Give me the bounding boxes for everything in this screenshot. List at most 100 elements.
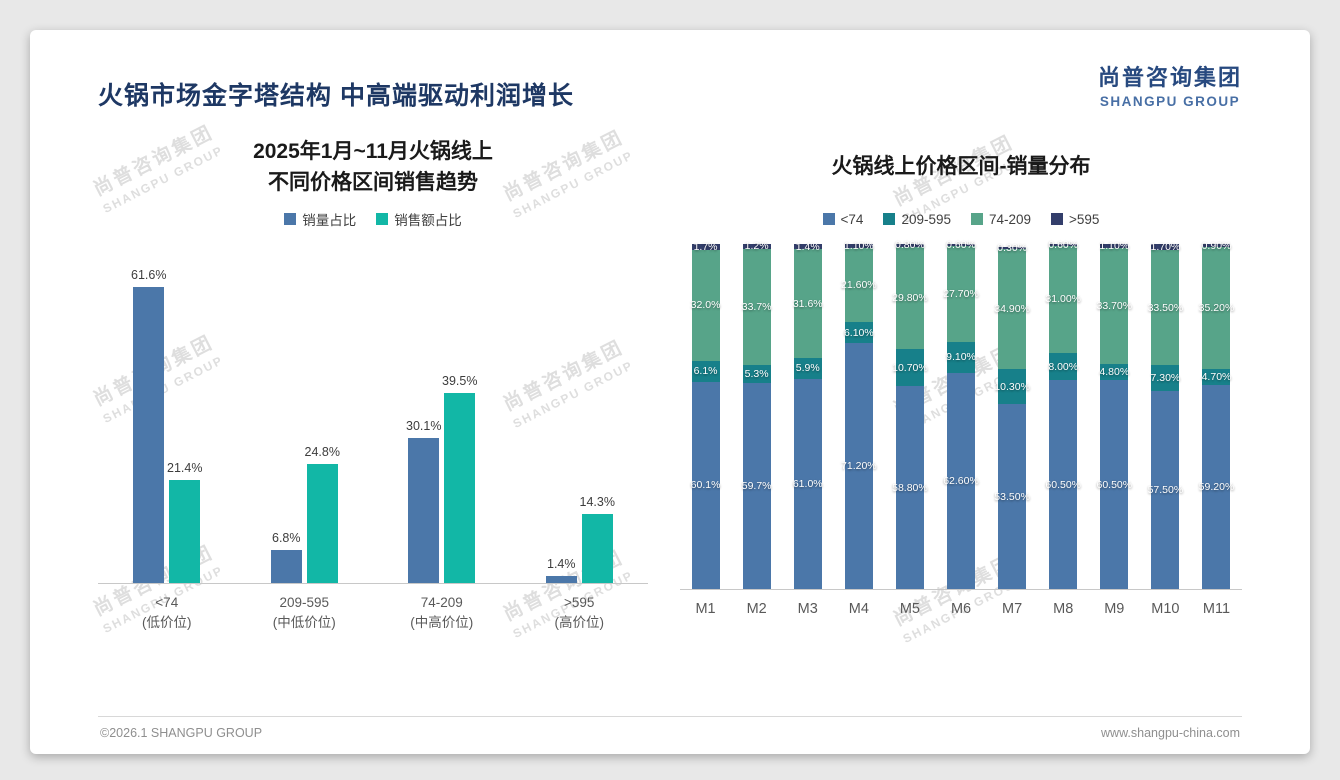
segment-value-label: 35.20% (1198, 301, 1235, 314)
website-link[interactable]: www.shangpu-china.com (1101, 726, 1240, 740)
segment-value-label: 34.90% (994, 302, 1030, 315)
bar-column: 61.6% 21.4% (98, 256, 236, 583)
segment-value-label: 33.7% (741, 300, 772, 313)
right-chart-title: 火锅线上价格区间-销量分布 (680, 132, 1242, 202)
segment-lt74: 71.20% (841, 343, 877, 589)
segment-74-209: 33.70% (1096, 247, 1132, 364)
copyright-text: ©2026.1 SHANGPU GROUP (100, 726, 263, 740)
segment-value-label: 61.0% (792, 477, 823, 490)
segment-value-label: 4.80% (1099, 366, 1130, 379)
bar-volume-share: 61.6% (131, 268, 166, 583)
segment-lt74: 58.80% (892, 386, 928, 589)
segment-209-595: 4.80% (1099, 363, 1130, 381)
segment-value-label: 9.10% (946, 351, 976, 364)
segment-value-label: 0.90% (1201, 239, 1232, 252)
segment-value-label: 1.70% (1150, 240, 1181, 253)
stack-column: 53.50% 10.30% 34.90% 0.30% (987, 242, 1038, 589)
segment-gt595: 1.2% (742, 240, 771, 252)
segment-value-label: 58.80% (892, 481, 928, 494)
stacked-bar: 60.1% 6.1% 32.0% 1.7% (691, 241, 720, 589)
bar-group: 6.8% 24.8% (270, 256, 340, 583)
segment-lt74: 60.50% (1045, 380, 1081, 589)
segment-74-209: 31.6% (793, 249, 823, 359)
segment-value-label: 0.60% (1048, 239, 1079, 252)
bar-volume-share: 6.8% (270, 531, 302, 583)
category-range: <74 (155, 595, 179, 610)
logo-text-en: SHANGPU GROUP (1099, 94, 1241, 109)
month-label: M5 (899, 601, 920, 617)
segment-value-label: 0.60% (946, 239, 976, 252)
segment-lt74: 53.50% (994, 404, 1030, 589)
category-range: >595 (564, 595, 595, 610)
stacked-bar: 59.20% 4.70% 35.20% 0.90% (1199, 240, 1234, 589)
slide-footer: ©2026.1 SHANGPU GROUP www.shangpu-china.… (98, 716, 1242, 740)
month-label: M10 (1151, 601, 1180, 617)
segment-value-label: 1.7% (693, 241, 718, 254)
stacked-bar: 60.50% 4.80% 33.70% 1.10% (1096, 240, 1132, 589)
bar-revenue-share: 24.8% (305, 445, 340, 583)
segment-74-209: 33.7% (741, 248, 772, 365)
segment-lt74: 61.0% (792, 378, 823, 589)
segment-74-209: 27.70% (943, 246, 979, 342)
segment-value-label: 0.30% (997, 242, 1027, 254)
segment-gt595: 0.30% (997, 242, 1027, 254)
segment-gt595: 0.80% (895, 239, 925, 251)
stack-column: 60.50% 8.00% 31.00% 0.60% (1038, 239, 1089, 589)
segment-value-label: 59.7% (741, 480, 772, 493)
legend-label-74-209: 74-209 (988, 211, 1032, 227)
segment-value-label: 7.30% (1150, 372, 1181, 385)
segment-lt74: 60.1% (691, 381, 720, 589)
segment-value-label: 60.50% (1045, 478, 1082, 491)
month-label: M9 (1104, 601, 1125, 617)
logo-text-cn: 尚普咨询集团 (1097, 65, 1242, 90)
month-label: M6 (950, 601, 972, 617)
segment-209-595: 7.30% (1150, 365, 1181, 391)
stacked-bar: 53.50% 10.30% 34.90% 0.30% (994, 242, 1030, 589)
category-label: >595 (高价位) (511, 593, 649, 634)
segment-value-label: 8.00% (1048, 360, 1079, 373)
left-chart-title: 2025年1月~11月火锅线上 不同价格区间销售趋势 (98, 132, 648, 202)
segment-value-label: 62.60% (943, 475, 979, 488)
segment-lt74: 60.50% (1096, 380, 1132, 589)
segment-209-595: 10.70% (892, 349, 928, 387)
stacked-bar: 57.50% 7.30% 33.50% 1.70% (1148, 240, 1183, 589)
segment-74-209: 32.0% (691, 250, 720, 361)
stack-column: 62.60% 9.10% 27.70% 0.60% (935, 239, 986, 589)
charts-area: 2025年1月~11月火锅线上 不同价格区间销售趋势 销量占比 销售额占比 61.… (30, 112, 1310, 716)
legend-item-revenue-share: 销售额占比 (376, 209, 462, 229)
segment-value-label: 0.80% (895, 239, 925, 252)
stack-column: 71.20% 6.10% 21.60% 1.10% (833, 240, 884, 589)
segment-lt74: 62.60% (943, 373, 979, 589)
segment-74-209: 35.20% (1199, 247, 1234, 369)
segment-gt595: 1.10% (844, 240, 874, 252)
segment-gt595: 1.70% (1150, 240, 1181, 253)
segment-gt595: 0.90% (1202, 240, 1232, 252)
segment-209-595: 6.10% (844, 322, 874, 344)
segment-209-595: 6.1% (691, 360, 720, 382)
legend-swatch-209-595 (883, 213, 896, 225)
bar-volume-share: 30.1% (406, 419, 441, 583)
legend-label-revenue-share: 销售额占比 (394, 213, 462, 228)
bar-group: 1.4% 14.3% (545, 256, 615, 583)
month-label: M1 (695, 601, 716, 617)
segment-lt74: 57.50% (1148, 390, 1183, 589)
segment-value-label: 5.9% (795, 362, 820, 375)
stacked-bar: 60.50% 8.00% 31.00% 0.60% (1045, 239, 1081, 589)
left-chart-legend: 销量占比 销售额占比 (98, 210, 648, 228)
month-label: M4 (848, 601, 869, 617)
legend-swatch-gt595 (1051, 213, 1064, 225)
legend-item-volume-share: 销量占比 (284, 209, 356, 229)
bar-value-label: 14.3% (579, 495, 615, 510)
stack-column: 57.50% 7.30% 33.50% 1.70% (1140, 240, 1191, 589)
legend-swatch-volume-share (284, 213, 297, 225)
month-label: M7 (1002, 601, 1023, 617)
segment-value-label: 71.20% (841, 460, 877, 473)
bar-value-label: 39.5% (442, 374, 478, 389)
segment-gt595: 0.60% (946, 239, 976, 251)
stack-column: 60.50% 4.80% 33.70% 1.10% (1089, 240, 1140, 589)
segment-74-209: 33.50% (1148, 249, 1183, 366)
legend-item-lt74: <74 (822, 212, 863, 227)
category-label: 209-595 (中低价位) (236, 593, 374, 634)
category-tier: (中高价位) (410, 615, 474, 631)
bar-revenue-share: 39.5% (442, 374, 477, 583)
